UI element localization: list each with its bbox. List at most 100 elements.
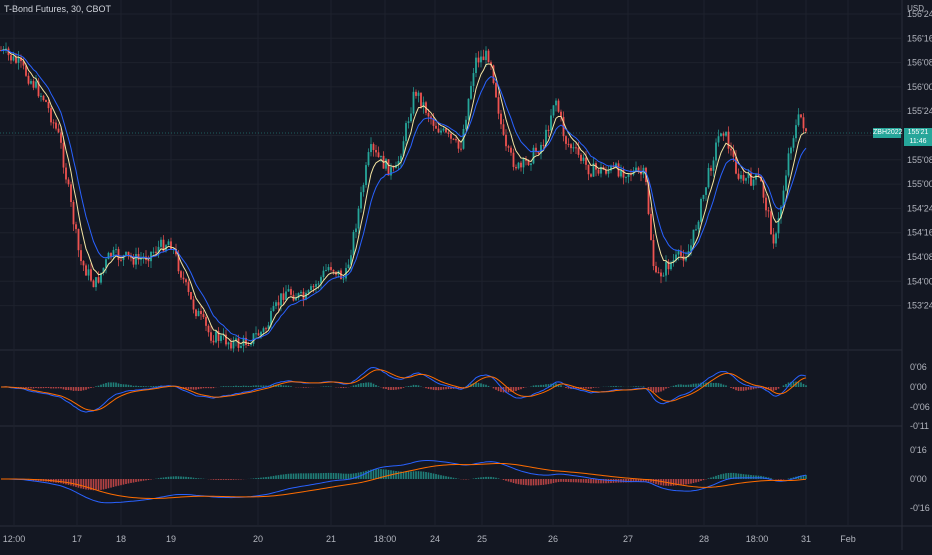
- macd-short-histogram-bar: [98, 386, 100, 387]
- candle-body: [355, 228, 357, 232]
- candle-body: [693, 230, 695, 246]
- candle-body: [420, 93, 422, 107]
- macd-long-histogram-bar: [178, 476, 180, 479]
- macd-long-histogram-bar: [780, 479, 782, 480]
- macd-short-histogram-bar: [688, 385, 690, 387]
- macd-long-histogram-bar: [150, 479, 152, 480]
- candle-body: [473, 73, 475, 86]
- candle-body: [230, 342, 232, 348]
- candle-body: [125, 252, 127, 255]
- candle-body: [405, 123, 407, 141]
- macd-axis-label: -0'11: [910, 421, 929, 431]
- macd-short-histogram-bar: [108, 382, 110, 387]
- macd-long-histogram-bar: [73, 479, 75, 486]
- candle-body: [58, 129, 60, 133]
- candle-body: [148, 260, 150, 261]
- candle-body: [443, 129, 445, 131]
- macd-long-histogram-bar: [568, 479, 570, 482]
- macd-short-histogram-bar: [343, 387, 345, 388]
- candle-body: [253, 333, 255, 344]
- macd-long-histogram-bar: [718, 475, 720, 479]
- candle-body: [88, 269, 90, 275]
- macd-short-histogram-bar: [748, 387, 750, 390]
- candle-body: [263, 328, 265, 332]
- candle-body: [735, 157, 737, 174]
- macd-long-histogram-bar: [78, 479, 80, 488]
- candle-body: [388, 159, 390, 175]
- macd-long-histogram-bar: [348, 474, 350, 479]
- candle-body: [533, 148, 535, 164]
- macd-short-histogram-bar: [660, 387, 662, 391]
- candle-body: [468, 99, 470, 120]
- symbol-title[interactable]: T-Bond Futures, 30, CBOT: [4, 4, 111, 14]
- macd-short-histogram-bar: [110, 382, 112, 387]
- macd-axis-label: 0'06: [910, 362, 927, 372]
- macd-short-histogram-bar: [695, 384, 697, 387]
- macd-short-histogram-bar: [135, 386, 137, 387]
- candle-body: [140, 259, 142, 260]
- macd-short-histogram-bar: [668, 387, 670, 388]
- macd-long-histogram-bar: [315, 473, 317, 479]
- macd-short-histogram-bar: [60, 387, 62, 388]
- macd-long-histogram-bar: [273, 476, 275, 479]
- candle-body: [328, 267, 330, 270]
- macd-long-histogram-bar: [335, 473, 337, 479]
- macd-short-histogram-bar: [663, 387, 665, 390]
- macd-long-histogram-bar: [188, 477, 190, 479]
- macd-short-histogram-bar: [520, 387, 522, 389]
- candle-body: [455, 139, 457, 140]
- macd-long-histogram-bar: [728, 473, 730, 479]
- macd-short-histogram-bar: [393, 387, 395, 390]
- candle-body: [573, 147, 575, 148]
- candle-body: [215, 331, 217, 342]
- candle-body: [213, 341, 215, 343]
- candle-body: [358, 209, 360, 229]
- candle-body: [198, 311, 200, 316]
- candle-body: [508, 146, 510, 148]
- candle-body: [18, 58, 20, 63]
- macd-axis-label: 0'00: [910, 382, 927, 392]
- candle-body: [310, 286, 312, 290]
- macd-short-histogram-bar: [720, 384, 722, 387]
- macd-short-histogram-bar: [255, 385, 257, 387]
- macd-short-histogram-bar: [53, 387, 55, 388]
- macd-short-histogram-bar: [358, 384, 360, 387]
- macd-long-histogram-bar: [595, 479, 597, 483]
- candle-body: [598, 170, 600, 174]
- candle-body: [390, 167, 392, 175]
- candle-body: [695, 229, 697, 230]
- candle-body: [75, 224, 77, 229]
- candle-body: [510, 148, 512, 153]
- macd-long-histogram-bar: [610, 479, 612, 483]
- candle-body: [180, 271, 182, 277]
- candle-body: [135, 254, 137, 265]
- macd-long-histogram-bar: [488, 477, 490, 479]
- macd-short-histogram-bar: [613, 386, 615, 387]
- candle-body: [78, 229, 80, 250]
- macd-long-histogram-bar: [330, 473, 332, 479]
- macd-long-histogram-bar: [703, 479, 705, 480]
- macd-short-histogram-bar: [360, 383, 362, 387]
- macd-long-histogram-bar: [143, 479, 145, 481]
- candle-body: [318, 284, 320, 285]
- candle-body: [803, 117, 805, 128]
- macd-long-histogram-bar: [680, 479, 682, 485]
- macd-long-histogram-bar: [418, 471, 420, 479]
- candle-body: [660, 273, 662, 277]
- time-axis-label: 26: [548, 534, 558, 544]
- macd-short-histogram-bar: [403, 387, 405, 388]
- macd-long-histogram-bar: [550, 479, 552, 484]
- macd-long-histogram-bar: [303, 473, 305, 479]
- macd-long-histogram-bar: [215, 479, 217, 480]
- macd-long-histogram-bar: [85, 479, 87, 489]
- candle-body: [723, 133, 725, 135]
- macd-long-histogram-bar: [510, 479, 512, 482]
- macd-short-histogram-bar: [775, 387, 777, 390]
- macd-short-histogram-bar: [228, 386, 230, 387]
- macd-long-histogram-bar: [198, 478, 200, 479]
- macd-long-histogram-bar: [325, 473, 327, 479]
- macd-short-histogram-bar: [83, 387, 85, 390]
- candle-body: [413, 92, 415, 114]
